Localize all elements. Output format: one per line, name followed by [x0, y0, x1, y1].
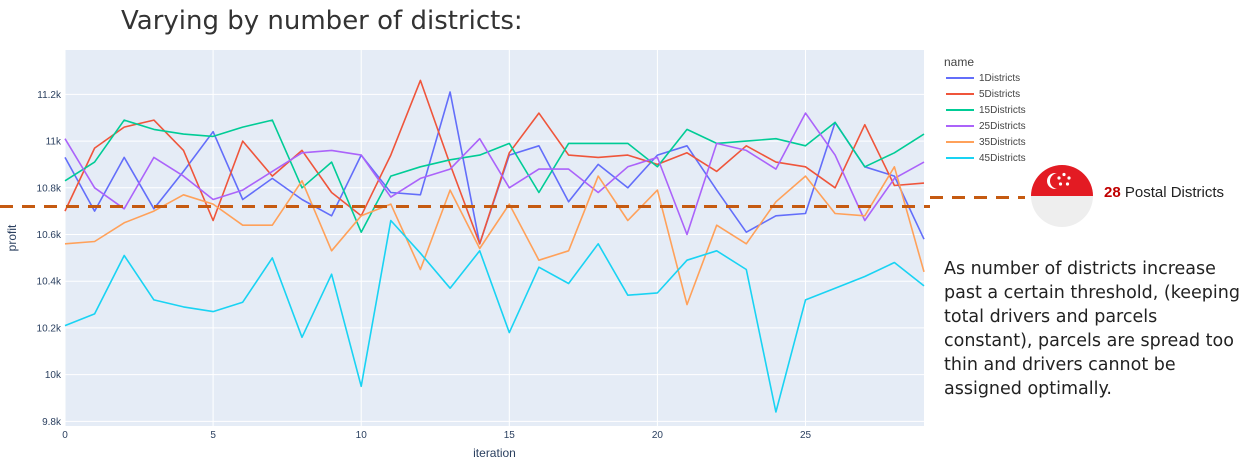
legend-label: 25Districts: [979, 120, 1026, 132]
y-tick-label: 10.2k: [37, 323, 62, 334]
legend-item-25Districts[interactable]: 25Districts: [944, 118, 1026, 134]
y-tick-label: 11.2k: [37, 90, 62, 101]
x-tick-label: 0: [62, 430, 68, 441]
x-tick-label: 10: [356, 430, 368, 441]
series-line-5Districts: [64, 79, 925, 245]
legend-swatch: [946, 77, 974, 79]
series-line-35Districts: [64, 166, 925, 306]
legend-label: 1Districts: [979, 72, 1021, 84]
y-tick-label: 10.6k: [37, 230, 62, 241]
legend-title: name: [944, 55, 975, 69]
legend-item-5Districts[interactable]: 5Districts: [944, 86, 1026, 102]
legend-label: 15Districts: [979, 104, 1026, 116]
series-line-25Districts: [64, 112, 925, 236]
slide-title: Varying by number of districts:: [121, 6, 523, 36]
x-tick-label: 5: [210, 430, 216, 441]
legend: 1Districts 5Districts 15Districts 25Distric…: [944, 70, 1026, 166]
legend-label: 35Districts: [979, 136, 1026, 148]
legend-item-15Districts[interactable]: 15Districts: [944, 102, 1026, 118]
legend-item-35Districts[interactable]: 35Districts: [944, 134, 1026, 150]
threshold-dashed-line-extension: [930, 196, 1025, 199]
singapore-flag-icon: [1031, 165, 1093, 227]
legend-swatch: [946, 93, 974, 95]
y-tick-label: 10k: [45, 370, 62, 381]
x-tick-label: 15: [504, 430, 516, 441]
legend-swatch: [946, 109, 974, 111]
profit-line-chart: 0 5 10 15 20 25 9.8k 10k 10.2k 10.4k 10.6k 10.8k 11k…: [0, 50, 930, 460]
legend-item-1Districts[interactable]: 1Districts: [944, 70, 1026, 86]
x-axis-label: iteration: [473, 446, 516, 460]
x-tick-label: 25: [800, 430, 812, 441]
y-tick-label: 9.8k: [42, 417, 62, 428]
y-tick-label: 11k: [46, 137, 62, 148]
postal-districts-label: Postal Districts: [1124, 184, 1225, 201]
y-tick-label: 10.8k: [37, 183, 62, 194]
legend-swatch: [946, 157, 974, 159]
x-tick-label: 20: [652, 430, 664, 441]
series-line-15Districts: [64, 119, 925, 233]
postal-districts-annotation: 28 Postal Districts: [1104, 184, 1224, 201]
legend-swatch: [946, 141, 974, 143]
legend-label: 45Districts: [979, 152, 1026, 164]
legend-label: 5Districts: [979, 88, 1021, 100]
plot-area: [65, 50, 924, 426]
y-tick-label: 10.4k: [37, 277, 62, 288]
explanation-text: As number of districts increase past a c…: [944, 259, 1240, 399]
y-axis-label: profit: [5, 224, 19, 251]
series-line-45Districts: [64, 219, 925, 413]
postal-districts-count: 28: [1104, 184, 1121, 201]
legend-item-45Districts[interactable]: 45Districts: [944, 150, 1026, 166]
legend-swatch: [946, 125, 974, 127]
